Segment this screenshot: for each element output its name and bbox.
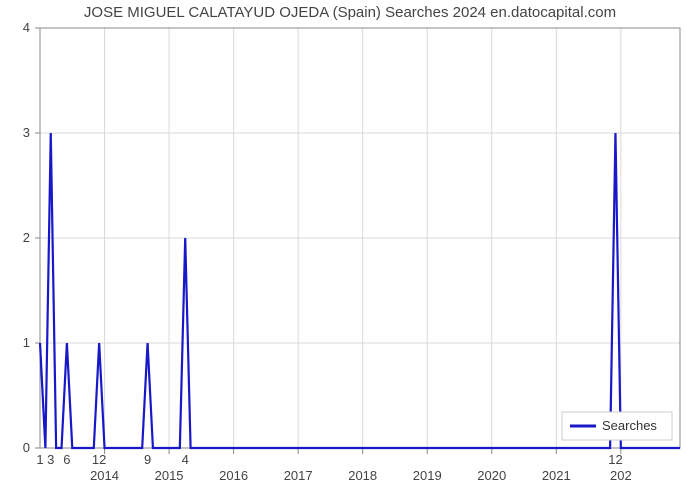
x-minor-tick-label: 12 xyxy=(608,452,622,467)
x-tick-label: 202 xyxy=(610,468,632,483)
x-tick-label: 2017 xyxy=(284,468,313,483)
x-tick-label: 2016 xyxy=(219,468,248,483)
y-tick-label: 1 xyxy=(23,335,30,350)
y-tick-label: 4 xyxy=(23,20,30,35)
chart-title: JOSE MIGUEL CALATAYUD OJEDA (Spain) Sear… xyxy=(0,4,700,21)
x-minor-tick-label: 3 xyxy=(47,452,54,467)
x-minor-tick-label: 12 xyxy=(92,452,106,467)
x-tick-label: 2014 xyxy=(90,468,119,483)
chart-svg: 0123420142015201620172018201920202021202… xyxy=(0,0,700,500)
y-tick-label: 2 xyxy=(23,230,30,245)
search-chart: JOSE MIGUEL CALATAYUD OJEDA (Spain) Sear… xyxy=(0,0,700,500)
x-tick-label: 2019 xyxy=(413,468,442,483)
x-tick-label: 2018 xyxy=(348,468,377,483)
x-minor-tick-label: 4 xyxy=(182,452,189,467)
x-minor-tick-label: 9 xyxy=(144,452,151,467)
x-tick-label: 2020 xyxy=(477,468,506,483)
x-minor-tick-label: 1 xyxy=(36,452,43,467)
x-tick-label: 2021 xyxy=(542,468,571,483)
legend-label: Searches xyxy=(602,418,657,433)
x-minor-tick-label: 6 xyxy=(63,452,70,467)
data-line xyxy=(40,133,680,448)
y-tick-label: 3 xyxy=(23,125,30,140)
y-tick-label: 0 xyxy=(23,440,30,455)
x-tick-label: 2015 xyxy=(155,468,184,483)
